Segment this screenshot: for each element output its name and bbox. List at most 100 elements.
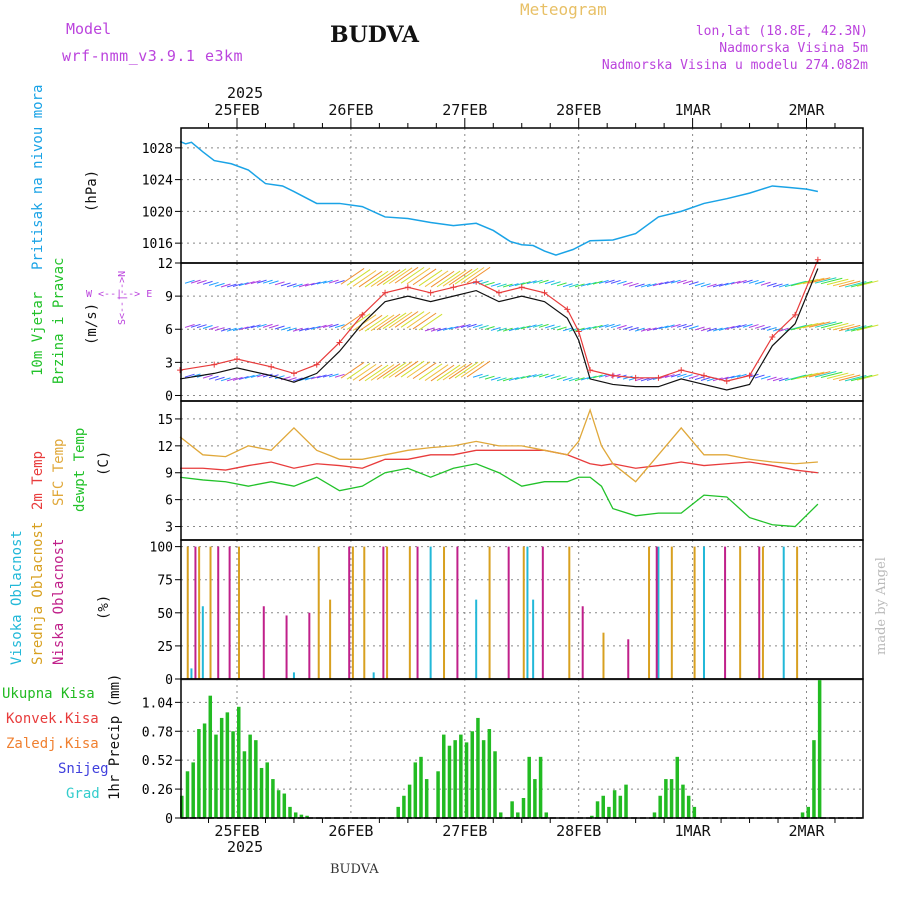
temp-sfc-line <box>179 407 818 483</box>
wind-gust-marker <box>404 284 411 291</box>
wind-barb <box>826 372 849 379</box>
precip-bar <box>442 734 446 818</box>
wind-barb <box>556 282 567 287</box>
precip-bar <box>407 784 412 818</box>
wind-barb <box>802 277 825 285</box>
precip-bar <box>686 795 691 818</box>
precip-bar <box>396 806 400 818</box>
wind-barb <box>724 281 735 286</box>
wind-barb <box>634 283 645 288</box>
wind-barb <box>682 280 693 285</box>
wind-barb <box>274 281 285 286</box>
precip-bar <box>214 734 218 818</box>
wind-gust-marker <box>541 289 548 296</box>
wind-barb <box>628 282 639 287</box>
wind-barb <box>508 327 519 332</box>
wind-barb <box>454 361 479 379</box>
precip-bar <box>607 806 611 818</box>
precip-bar <box>498 812 503 818</box>
wind-barb <box>598 324 609 328</box>
cloud-label-mid: Srednja Oblacnost <box>30 521 46 665</box>
wind-barb <box>496 327 507 332</box>
wind-barb <box>538 373 549 378</box>
wind-barb <box>460 267 485 284</box>
wind-barb <box>502 377 513 382</box>
wind-barb <box>550 281 561 286</box>
wind-barb <box>346 269 371 286</box>
precip-bar <box>259 767 264 818</box>
wind-gust-marker <box>290 370 297 377</box>
wind-barb <box>562 327 573 332</box>
wind-barb <box>286 327 297 332</box>
wind-barb <box>748 279 759 284</box>
wind-barb <box>712 283 723 288</box>
wind-barb <box>430 364 455 382</box>
wind-barb <box>382 312 407 330</box>
wind-barb <box>424 327 435 332</box>
wind-barb <box>778 283 789 288</box>
pressure-label: Pritisak na nivou mora <box>30 84 46 270</box>
wind-barb <box>664 324 675 329</box>
wind-barb <box>244 325 255 330</box>
wind-gust-marker <box>678 367 685 374</box>
wind-gust-marker <box>655 374 662 381</box>
wind-barb <box>436 364 461 382</box>
wind-barb <box>748 373 759 378</box>
day-label-bottom: 28FEB <box>556 822 601 840</box>
wind-gust-marker <box>234 356 240 363</box>
wind-barb <box>676 323 687 328</box>
wind-barb <box>442 326 453 331</box>
legend-snow: Snijeg <box>58 761 109 777</box>
wind-barb <box>604 279 615 284</box>
precip-bar <box>800 812 805 818</box>
wind-barb <box>580 376 591 381</box>
precip-bar <box>254 740 258 818</box>
wind-unit: (m/s) <box>84 302 100 345</box>
wind-barb <box>424 270 449 288</box>
wind-barb <box>226 327 237 332</box>
wind-barb <box>784 280 807 288</box>
wind-barb <box>370 270 395 287</box>
wind-barb <box>454 324 465 329</box>
wind-barb <box>472 324 483 329</box>
precip-bar <box>652 812 657 818</box>
wind-barb <box>526 324 537 329</box>
precip-bar <box>459 734 463 818</box>
day-label-top: 28FEB <box>556 101 601 119</box>
precip-bar <box>305 815 309 818</box>
wind-barb <box>856 280 879 287</box>
wind-barb <box>220 327 231 332</box>
precip-bar <box>521 797 526 818</box>
wind-barb <box>838 324 861 332</box>
wind-barb <box>292 327 303 332</box>
wind-barb <box>658 325 669 330</box>
wind-gust-marker <box>746 372 753 379</box>
city-title: BUDVA <box>330 22 419 48</box>
precip-bar <box>242 751 247 818</box>
wind-barb <box>742 323 753 328</box>
wind-barb <box>670 323 681 328</box>
wind-barb <box>622 325 633 330</box>
wind-barb <box>748 324 759 329</box>
wind-barb <box>328 279 339 284</box>
wind-barb <box>592 374 603 379</box>
wind-barb <box>526 374 537 378</box>
temp-unit: (C) <box>96 450 112 476</box>
wind-barb <box>604 323 615 328</box>
wind-barb <box>196 324 207 329</box>
y-tick-label: 9 <box>165 467 173 482</box>
wind-barb <box>430 270 455 288</box>
precip-bar <box>595 801 600 818</box>
wind-barb <box>754 374 765 379</box>
wind-gust-marker <box>382 289 389 296</box>
wind-barb <box>436 270 461 288</box>
wind-barb <box>280 326 291 331</box>
wind-barb <box>394 360 419 378</box>
wind-barb <box>730 324 741 329</box>
wind-barb <box>418 363 443 381</box>
year-top: 2025 <box>227 84 264 102</box>
wind-barb <box>580 282 591 287</box>
precip-bar <box>282 793 287 818</box>
wind-barb <box>526 280 537 285</box>
wind-barb <box>556 376 567 381</box>
